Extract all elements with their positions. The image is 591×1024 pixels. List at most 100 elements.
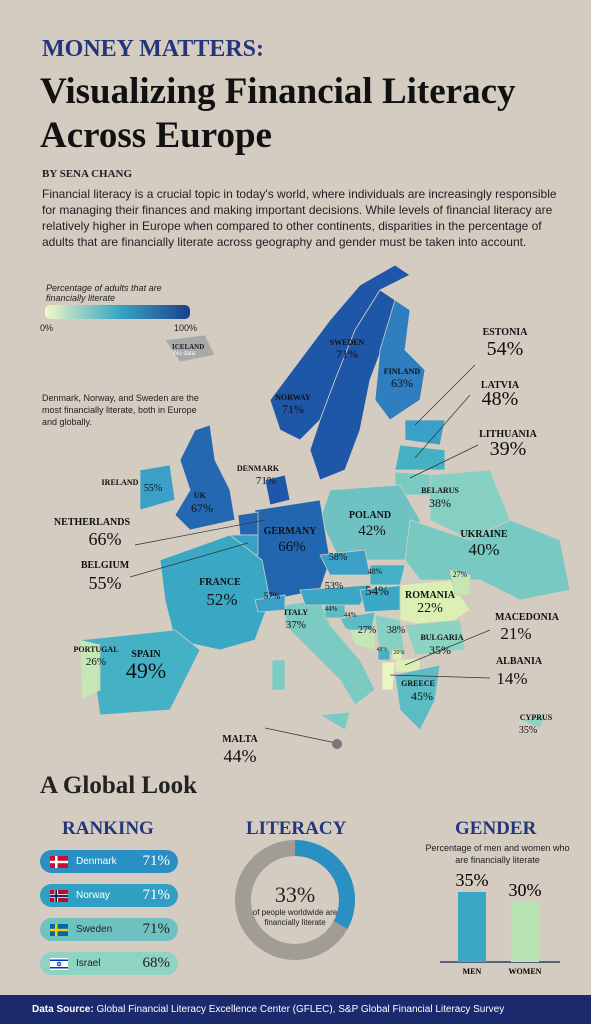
country-name: POLAND [349,510,391,521]
country-name: NORWAY [275,393,311,402]
country-name: UK [194,491,207,500]
country-value: 27% [358,625,376,636]
gender-value: 35% [456,870,489,890]
byline: BY SENA CHANG [42,168,133,180]
country-value: 44% [344,611,357,619]
country-value: 26% [86,656,106,668]
country-name: UKRAINE [460,529,508,540]
country-name: BELGIUM [81,560,130,571]
country-value: 14% [496,669,527,688]
kicker: MONEY MATTERS: [42,36,264,62]
country-name: LATVIA [481,380,520,391]
ranking-country: Norway [76,890,110,901]
country-value: 54% [365,583,389,598]
country-name: GREECE [401,679,435,688]
country-value: 22% [417,601,443,616]
legend-gradient [45,305,190,319]
country-value: 48% [377,647,388,653]
country-value: 66% [89,529,122,549]
leader-lines [129,364,491,744]
malta-dot [332,739,342,749]
country-value: 27% [453,570,468,579]
country-name: MACEDONIA [495,612,560,623]
country-name: ROMANIA [405,590,456,601]
ranking-item: Norway 71% [40,884,178,907]
country-name: BELARUS [421,486,459,495]
country-value: 54% [487,338,524,360]
country-value: 63% [391,376,413,390]
literacy-value: 33% [274,882,316,907]
country-value: 49% [126,658,166,683]
ranking-country: Israel [76,958,101,969]
literacy-caption: of people worldwide are financially lite… [252,908,338,927]
gender-bar [511,902,539,962]
country-name: LITHUANIA [479,429,538,440]
country-name: SPAIN [131,649,161,660]
country-name: NETHERLANDS [54,517,131,528]
country-value: 35% [519,725,537,736]
country-shapes [79,264,571,731]
country-value: 37% [286,619,306,631]
legend-max: 100% [174,323,198,333]
country-value: 20% [394,650,405,656]
ranking-title: RANKING [62,818,154,839]
ranking-country: Denmark [76,856,117,867]
ranking-country: Sweden [76,924,113,935]
callout: Denmark, Norway, and Sweden are the most… [42,393,199,427]
country-name: PORTUGAL [73,645,118,654]
country-name: CYPRUS [520,713,553,722]
footer-text: Global Financial Literacy Excellence Cen… [96,1004,505,1015]
country-name: BULGARIA [420,633,463,642]
legend-title: Percentage of adults that are financiall… [46,283,162,303]
literacy-title: LITERACY [246,818,347,839]
global-heading: A Global Look [40,772,197,799]
country-name: ESTONIA [483,327,529,338]
country-value: 45% [411,689,433,703]
iceland-note: No data [174,351,196,357]
country-value: 35% [429,643,451,657]
flag [50,889,68,902]
flag [50,923,68,936]
country-value: 40% [468,540,499,559]
country-name: DENMARK [237,464,280,473]
country-value: 38% [429,496,451,510]
country-value: 52% [206,590,237,609]
country-value: 48% [368,567,383,576]
country-name: MALTA [222,734,258,745]
country-value: 38% [387,625,405,636]
footer: Data Source: Global Financial Literacy E… [32,1004,504,1015]
title: Visualizing Financial Literacy Across Eu… [40,71,516,156]
gender-name: WOMEN [509,967,542,976]
gender-name: MEN [463,967,482,976]
donut-arc [294,840,355,929]
flag [50,957,68,970]
intro: Financial literacy is a crucial topic in… [42,187,557,249]
country-value: 42% [358,523,386,539]
ranking-item: Israel 68% [40,952,178,975]
country-value: 44% [224,746,257,766]
footer-label: Data Source: [32,1004,94,1015]
country-value: 57% [264,591,281,601]
legend-min: 0% [40,323,54,333]
country-name: IRELAND [102,478,139,487]
gender-bar [458,892,486,962]
flag [50,855,68,868]
country-value: 71% [336,347,358,361]
gender-title: GENDER [455,818,537,839]
country-value: 21% [500,624,531,643]
country-name: ITALY [284,608,308,617]
footer-band [0,995,591,1024]
ranking-value: 71% [142,853,171,869]
country-value: 71% [282,402,304,416]
gender-value: 30% [509,880,542,900]
country-name: SWEDEN [330,338,365,347]
country-value: 58% [329,552,347,563]
country-value: 55% [144,483,162,494]
country-value: 44% [325,605,338,613]
country-name: FRANCE [199,577,241,588]
country-name: GERMANY [264,526,318,537]
country-name: ALBANIA [496,656,543,667]
country-value: 48% [482,388,519,410]
